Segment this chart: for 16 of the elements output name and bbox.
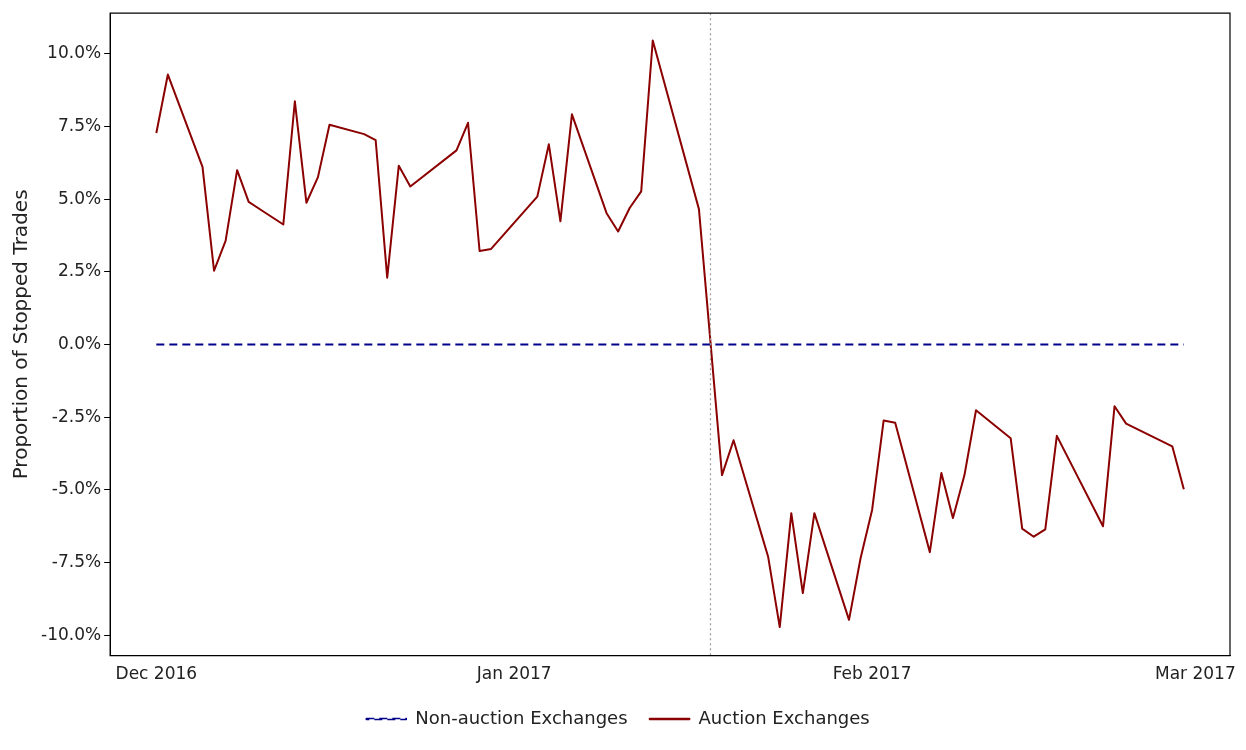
y-tick-label: -10.0% — [41, 623, 102, 644]
x-tick-label: Mar 2017 — [1154, 663, 1236, 684]
y-tick-label: -7.5% — [51, 551, 102, 571]
y-tick-label: -5.0% — [51, 478, 102, 499]
y-axis-title: Proportion of Stopped Trades — [8, 189, 33, 480]
legend-label: Non-auction Exchanges — [415, 706, 628, 728]
y-tick-label: 0.0% — [57, 333, 102, 353]
y-tick-label: 5.0% — [57, 187, 102, 208]
y-tick-label: -2.5% — [51, 405, 102, 426]
legend-label: Auction Exchanges — [698, 706, 870, 728]
y-tick-label: 10.0% — [47, 42, 102, 63]
y-tick-label: 2.5% — [57, 260, 102, 281]
x-tick-label: Jan 2017 — [475, 663, 552, 684]
x-tick-label: Feb 2017 — [832, 663, 912, 684]
y-tick-label: 7.5% — [57, 114, 102, 135]
x-tick-label: Dec 2016 — [115, 663, 198, 684]
